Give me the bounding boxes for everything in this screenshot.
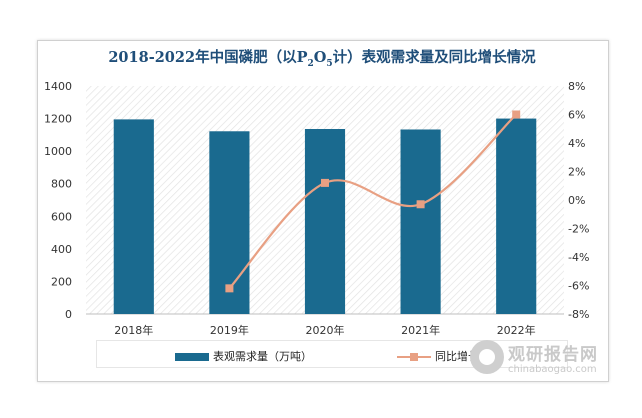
y-right-tick-label: 0% (568, 194, 585, 207)
chart-title-sub1: 2 (307, 58, 314, 69)
chart-title-main: 2018-2022年中国磷肥（以P (108, 49, 308, 66)
bar (496, 118, 537, 314)
y-left-tick-label: 1000 (44, 145, 72, 158)
y-left-tick-label: 800 (51, 178, 72, 191)
legend-line-label: 同比增长 (435, 350, 479, 363)
y-left-tick-label: 1200 (44, 113, 72, 126)
legend-item-bar[interactable]: 表观需求量（万吨） (175, 348, 312, 363)
legend-bar-swatch (175, 353, 209, 361)
y-left-tick-label: 600 (51, 210, 72, 223)
x-tick-label: 2021年 (401, 323, 440, 337)
x-tick-label: 2018年 (114, 323, 153, 337)
bar (209, 131, 250, 314)
legend-item-line[interactable]: 同比增长 (397, 348, 479, 363)
chart-title-mid: O (313, 49, 327, 66)
legend-line-swatch (397, 352, 431, 362)
y-left-tick-label: 1400 (44, 80, 72, 93)
y-left-tick-label: 400 (51, 243, 72, 256)
x-tick-label: 2020年 (306, 323, 345, 337)
chart-title-sub2: 5 (326, 58, 333, 69)
y-right-tick-label: -6% (568, 280, 589, 293)
x-tick-label: 2022年 (497, 323, 536, 337)
line-point (512, 110, 521, 119)
watermark: 观研报告网 chinabaogao.com (468, 336, 618, 386)
chart-title-end: 计）表观需求量及同比增长情况 (332, 49, 536, 66)
y-right-tick-label: -8% (568, 308, 589, 321)
series-line (228, 113, 517, 290)
y-left-tick-label: 200 (51, 275, 72, 288)
chart-title: 2018-2022年中国磷肥（以P2O5计）表观需求量及同比增长情况 (37, 46, 607, 69)
watermark-text-en: chinabaogao.com (508, 364, 597, 375)
watermark-logo-icon (470, 340, 504, 374)
line-point (321, 178, 329, 187)
watermark-text-cn: 观研报告网 (508, 345, 598, 365)
line-point (416, 200, 425, 209)
y-right-tick-label: -2% (568, 223, 589, 236)
line-point (225, 284, 234, 293)
bar (113, 119, 154, 314)
y-right-tick-label: -4% (568, 251, 589, 264)
y-right-tick-label: 8% (568, 80, 585, 93)
bar (400, 129, 441, 314)
y-left-tick-label: 0 (65, 308, 72, 321)
legend-bar-label: 表观需求量（万吨） (213, 350, 312, 363)
y-right-tick-label: 4% (568, 137, 585, 150)
x-tick-label: 2019年 (210, 323, 249, 337)
bar (304, 128, 346, 314)
y-right-tick-label: 6% (568, 109, 585, 122)
y-right-tick-label: 2% (568, 166, 585, 179)
